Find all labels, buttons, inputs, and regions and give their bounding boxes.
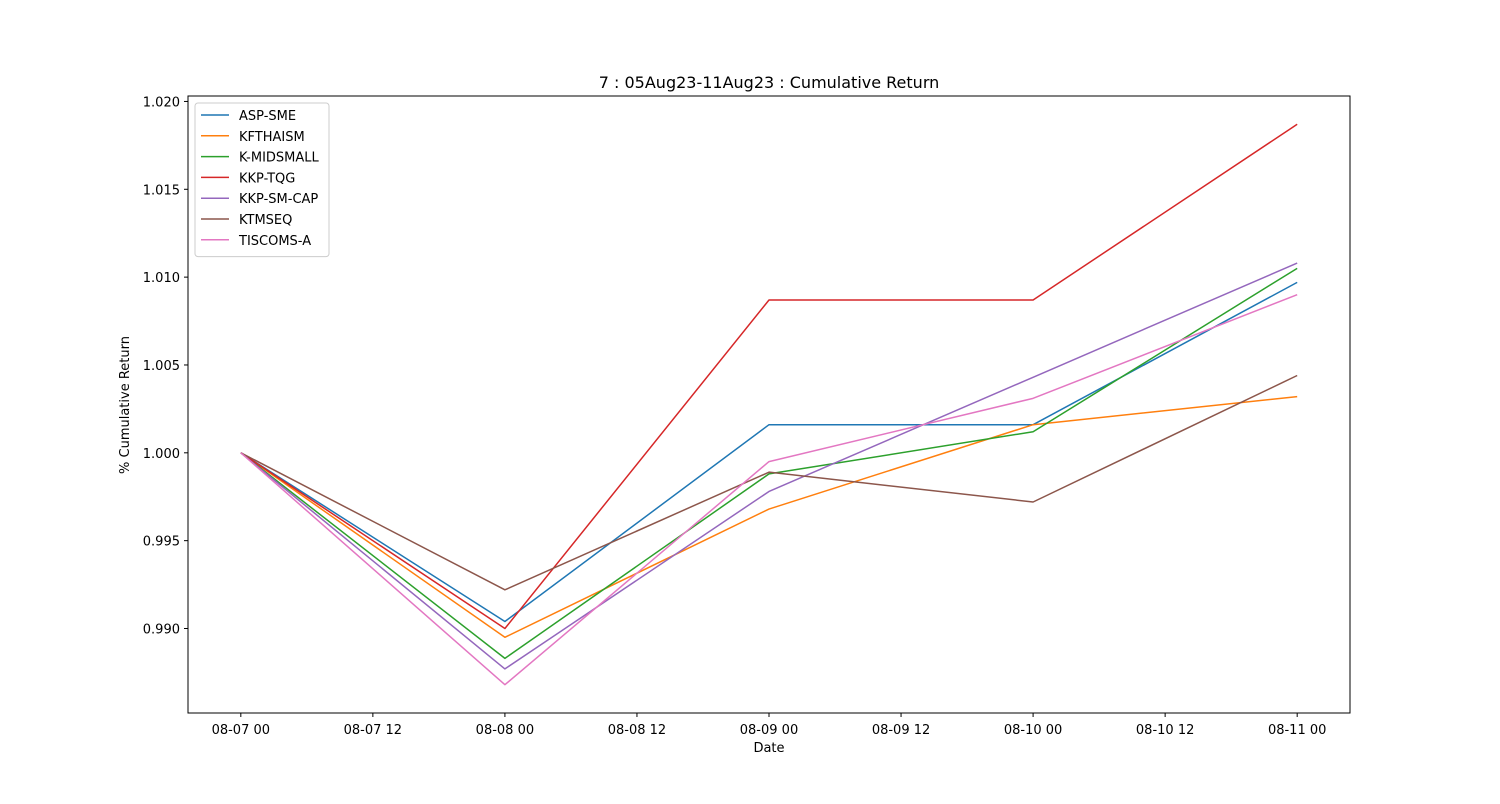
- y-axis: 0.990 0.995 1.000 1.005 1.010 1.015 1.020: [143, 95, 188, 637]
- chart-title: 7 : 05Aug23-11Aug23 : Cumulative Return: [599, 73, 940, 92]
- legend-label: KTMSEQ: [239, 213, 292, 228]
- series-line-ktmseq: [240, 374, 1298, 591]
- legend-label: KKP-SM-CAP: [239, 192, 318, 207]
- y-tick-label: 1.000: [143, 447, 180, 462]
- y-tick-label: 1.010: [143, 271, 180, 286]
- y-tick-label: 1.020: [143, 95, 180, 110]
- legend-label: K-MIDSMALL: [239, 151, 320, 166]
- legend-label: KKP-TQG: [239, 171, 295, 186]
- series-line-kkp-sm-cap: [240, 262, 1298, 670]
- series-line-kkp-tqg: [240, 123, 1298, 630]
- x-tick-label: 08-09 12: [872, 723, 930, 738]
- x-tick-label: 08-10 12: [1136, 723, 1194, 738]
- plot-lines: [240, 123, 1298, 686]
- x-axis-title: Date: [753, 741, 784, 756]
- x-tick-label: 08-07 12: [344, 723, 402, 738]
- x-tick-label: 08-10 00: [1004, 723, 1062, 738]
- x-tick-label: 08-08 00: [476, 723, 534, 738]
- legend: ASP-SME KFTHAISM K-MIDSMALL KKP-TQG KKP-SM-C…: [194, 102, 330, 258]
- y-axis-title: % Cumulative Return: [118, 336, 133, 474]
- legend-label: KFTHAISM: [239, 130, 305, 145]
- series-line-kfthaism: [240, 395, 1298, 639]
- x-tick-label: 08-11 00: [1268, 723, 1326, 738]
- y-tick-label: 1.015: [143, 183, 180, 198]
- series-line-tiscoms-a: [240, 294, 1298, 686]
- x-tick-label: 08-07 00: [212, 723, 270, 738]
- y-tick-label: 0.990: [143, 622, 180, 637]
- x-axis: 08-07 00 08-07 12 08-08 00 08-08 12 08-09 00…: [212, 713, 1326, 738]
- x-tick-label: 08-08 12: [608, 723, 666, 738]
- legend-label: ASP-SME: [239, 109, 296, 124]
- y-tick-label: 1.005: [143, 359, 180, 374]
- x-tick-label: 08-09 00: [740, 723, 798, 738]
- legend-box: [194, 102, 330, 258]
- series-line-k-midsmall: [240, 267, 1298, 660]
- y-tick-label: 0.995: [143, 535, 180, 550]
- legend-label: TISCOMS-A: [238, 234, 311, 249]
